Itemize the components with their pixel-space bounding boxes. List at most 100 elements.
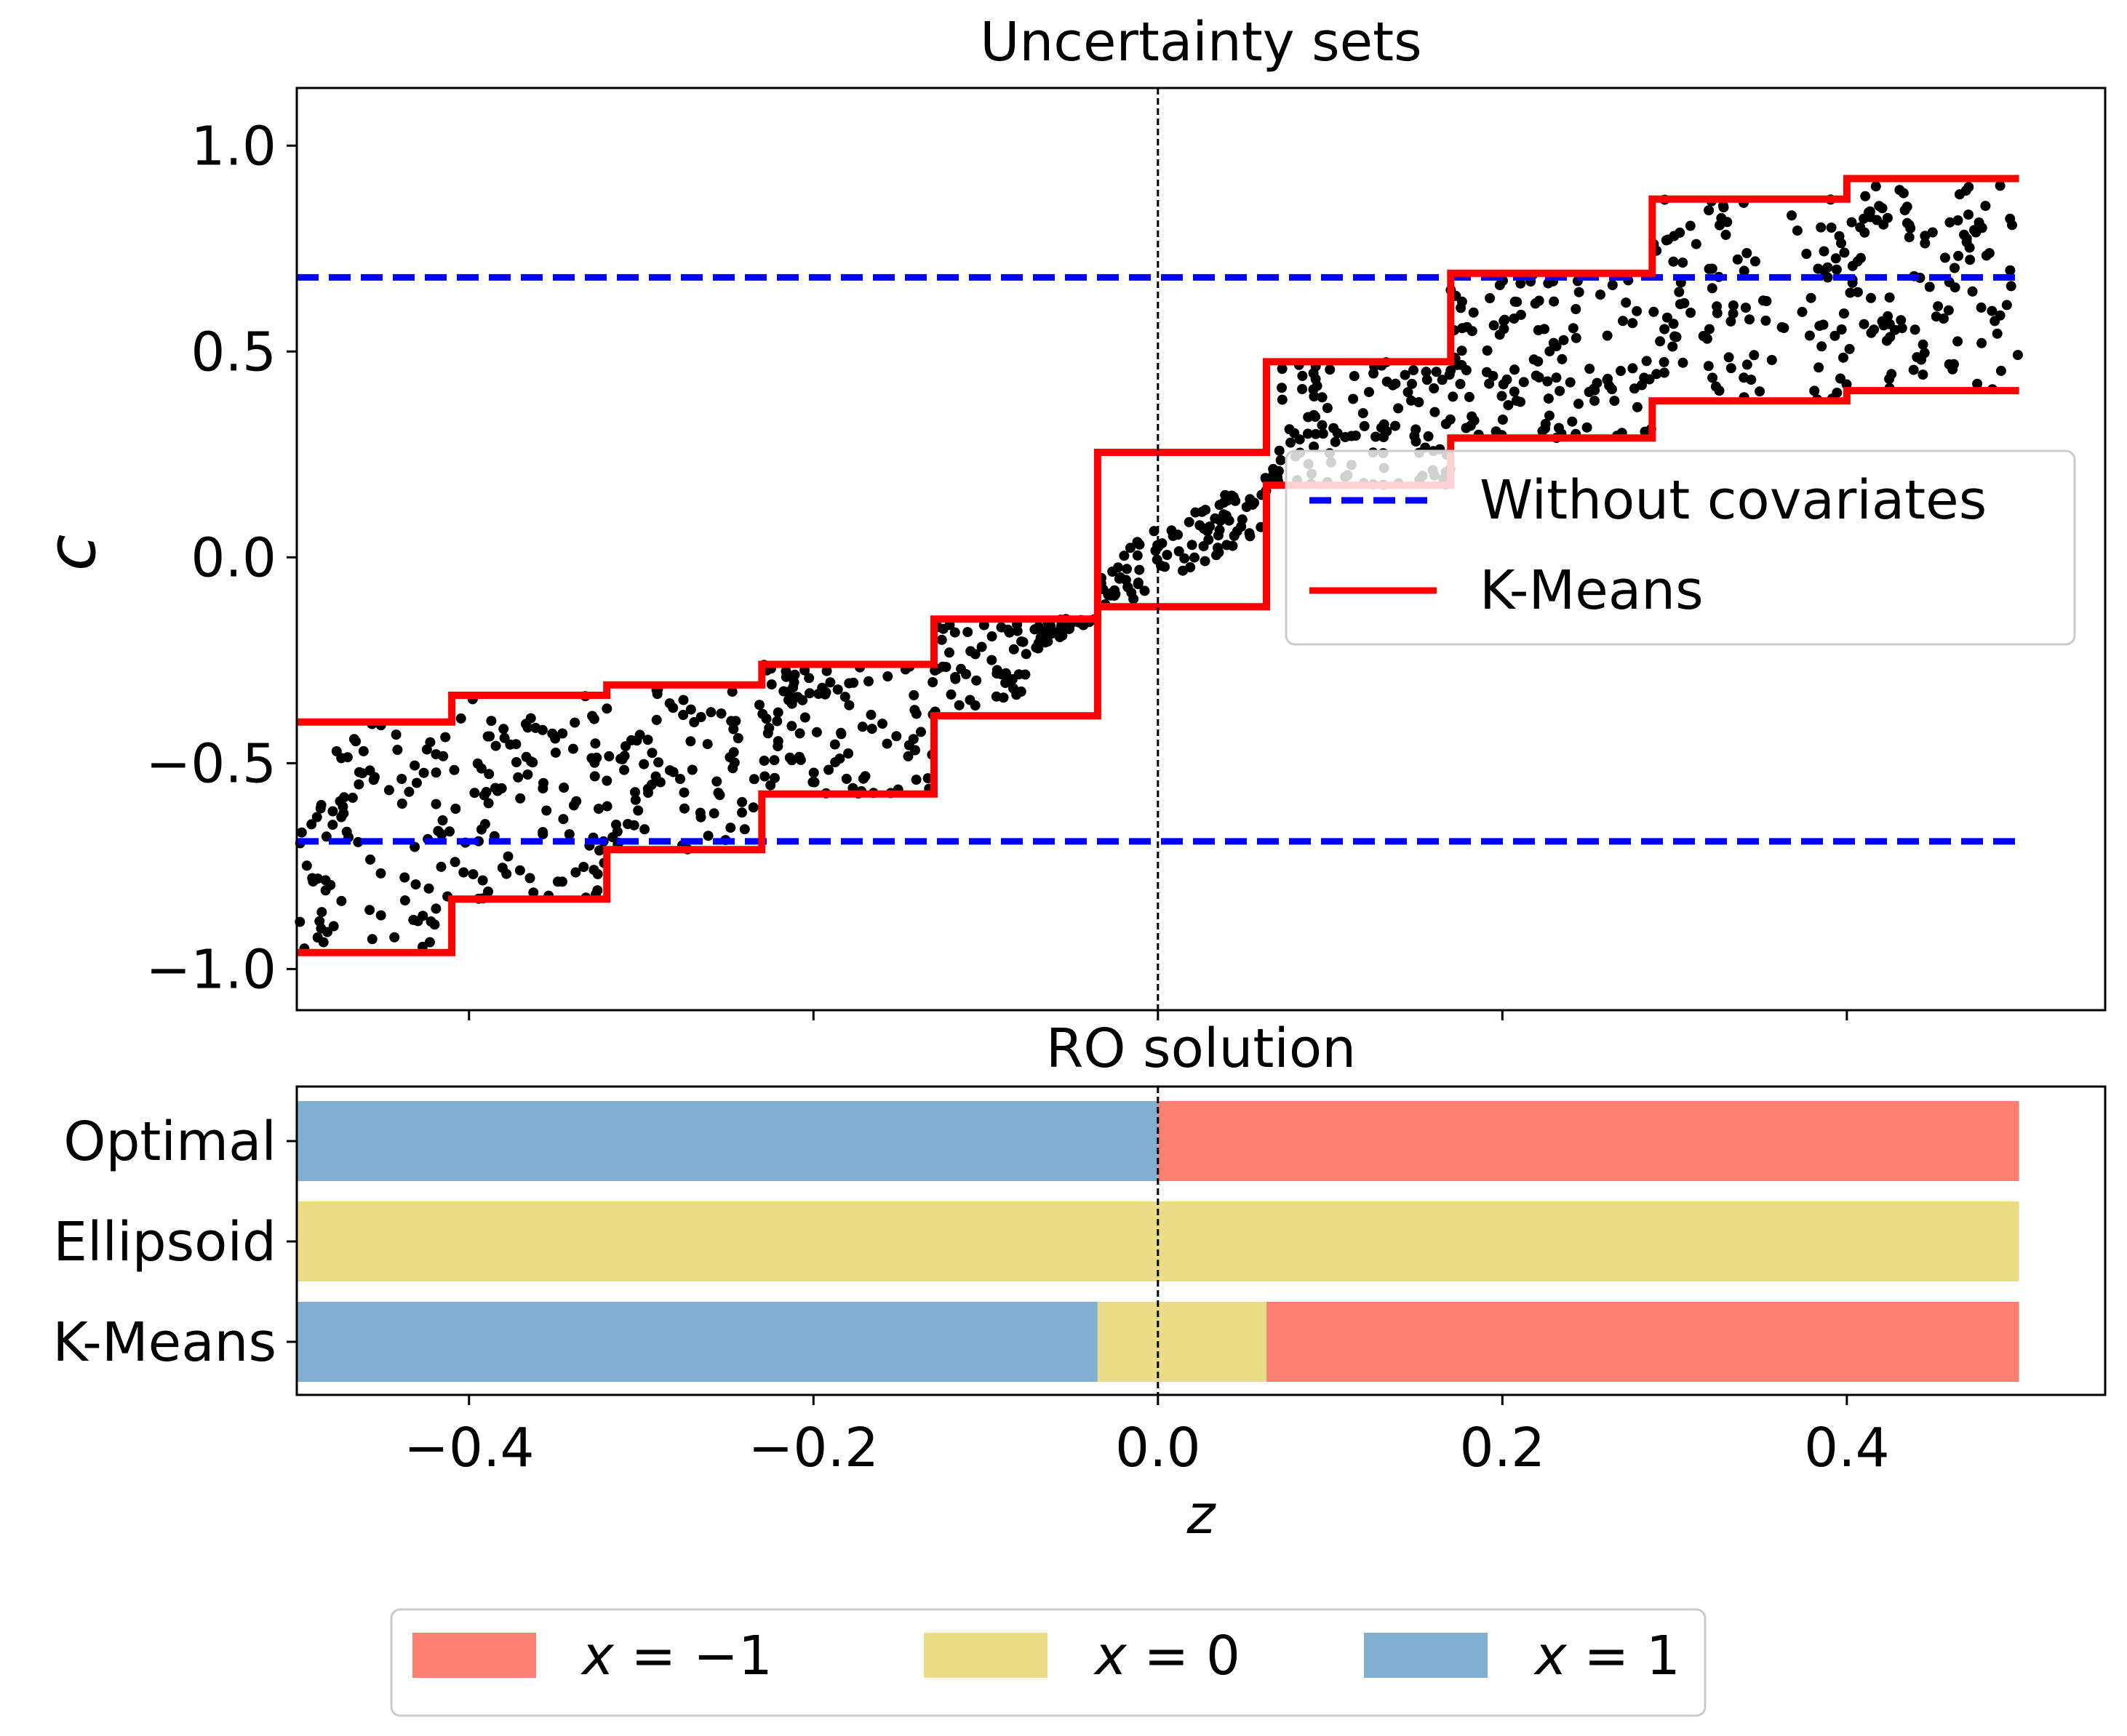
scatter-point	[709, 808, 719, 819]
scatter-point	[469, 788, 480, 799]
scatter-point	[431, 903, 442, 914]
scatter-point	[664, 698, 675, 709]
scatter-point	[1179, 553, 1190, 564]
top-plot-area	[295, 88, 2023, 1010]
bottom-plot-area	[297, 1087, 2019, 1395]
scatter-point	[1125, 543, 1136, 553]
legend-label-x-0: x = 0	[1093, 1625, 1240, 1687]
scatter-point	[1189, 552, 1200, 563]
scatter-point	[437, 815, 448, 825]
scatter-point	[1878, 320, 1889, 331]
scatter-point	[571, 796, 582, 807]
scatter-point	[1877, 203, 1888, 214]
scatter-point	[1558, 335, 1569, 345]
scatter-point	[1918, 339, 1928, 350]
scatter-point	[1640, 426, 1651, 437]
scatter-point	[1349, 371, 1360, 382]
scatter-point	[1466, 326, 1477, 337]
scatter-point	[1826, 223, 1837, 233]
top-y-tick-label: 0.0	[191, 527, 276, 589]
scatter-point	[1829, 330, 1840, 341]
scatter-point	[832, 684, 843, 695]
scatter-point	[1819, 246, 1829, 257]
scatter-point	[1852, 287, 1863, 297]
scatter-point	[965, 646, 976, 657]
scatter-point	[1805, 292, 1816, 303]
scatter-point	[1884, 292, 1895, 303]
scatter-point	[711, 776, 722, 787]
scatter-point	[375, 910, 386, 921]
scatter-point	[325, 879, 336, 890]
scatter-point	[619, 764, 629, 775]
scatter-point	[1488, 320, 1499, 331]
scatter-point	[1602, 330, 1613, 341]
scatter-point	[1976, 302, 1987, 313]
scatter-point	[1894, 185, 1905, 196]
scatter-point	[1677, 257, 1688, 268]
scatter-point	[836, 729, 847, 740]
scatter-point	[1924, 281, 1935, 292]
scatter-point	[1237, 514, 1248, 525]
scatter-point	[1122, 564, 1133, 575]
scatter-point	[739, 824, 750, 835]
scatter-point	[908, 734, 919, 745]
scatter-point	[1698, 331, 1709, 341]
scatter-point	[1531, 370, 1541, 381]
legend-swatch-x-1	[1364, 1633, 1488, 1678]
scatter-point	[1107, 567, 1118, 577]
scatter-point	[1741, 248, 1752, 258]
scatter-point	[811, 727, 822, 737]
scatter-point	[1886, 369, 1897, 380]
scatter-point	[449, 764, 460, 775]
scatter-point	[647, 748, 658, 759]
legend-swatch-x-minus-1	[412, 1633, 536, 1678]
scatter-point	[1618, 316, 1628, 327]
scatter-point	[484, 769, 495, 780]
scatter-point	[1882, 212, 1893, 223]
scatter-point	[971, 675, 982, 686]
scatter-point	[1410, 424, 1421, 435]
scatter-point	[1103, 589, 1114, 600]
scatter-point	[1200, 505, 1211, 516]
scatter-point	[1668, 256, 1679, 267]
scatter-point	[841, 773, 852, 784]
scatter-point	[1744, 314, 1755, 325]
scatter-point	[1855, 222, 1866, 233]
scatter-point	[1000, 668, 1011, 679]
scatter-point	[725, 823, 736, 833]
scatter-point	[1813, 362, 1824, 373]
scatter-point	[476, 763, 487, 774]
scatter-point	[804, 673, 815, 684]
scatter-point	[1496, 391, 1507, 401]
kmeans-lower-bound	[297, 387, 2019, 956]
scatter-point	[1964, 242, 1975, 253]
scatter-point	[687, 764, 698, 775]
scatter-point	[1042, 636, 1053, 647]
scatter-point	[1836, 324, 1847, 335]
scatter-point	[675, 774, 685, 784]
scatter-point	[1537, 425, 1548, 436]
scatter-point	[588, 865, 599, 876]
top-legend: Without covariates K-Means	[1285, 449, 2076, 646]
scatter-point	[1714, 385, 1725, 396]
scatter-point	[1210, 513, 1221, 524]
scatter-point	[436, 829, 447, 840]
bottom-x-tick-label: 0.4	[1804, 1417, 1890, 1479]
scatter-point	[759, 756, 770, 766]
scatter-point	[1499, 324, 1509, 335]
scatter-point	[1632, 305, 1643, 316]
scatter-point	[1302, 428, 1313, 439]
bottom-category-label: K-Means	[52, 1311, 276, 1374]
scatter-point	[1200, 556, 1210, 567]
uncertainty-sets-panel: Uncertainty sets −1.0 −0.5 0.0 0.5 1.0 c Wit…	[33, 11, 2107, 1020]
scatter-point	[1322, 403, 1333, 413]
scatter-point	[1755, 386, 1765, 397]
scatter-point	[513, 772, 524, 783]
scatter-point	[1816, 222, 1827, 233]
scatter-point	[496, 783, 507, 793]
scatter-point	[1609, 396, 1620, 407]
scatter-point	[1661, 312, 1672, 323]
scatter-point	[392, 745, 403, 755]
legend-label-x-1: x = 1	[1533, 1625, 1680, 1687]
top-y-tick-label: −1.0	[145, 938, 276, 1001]
